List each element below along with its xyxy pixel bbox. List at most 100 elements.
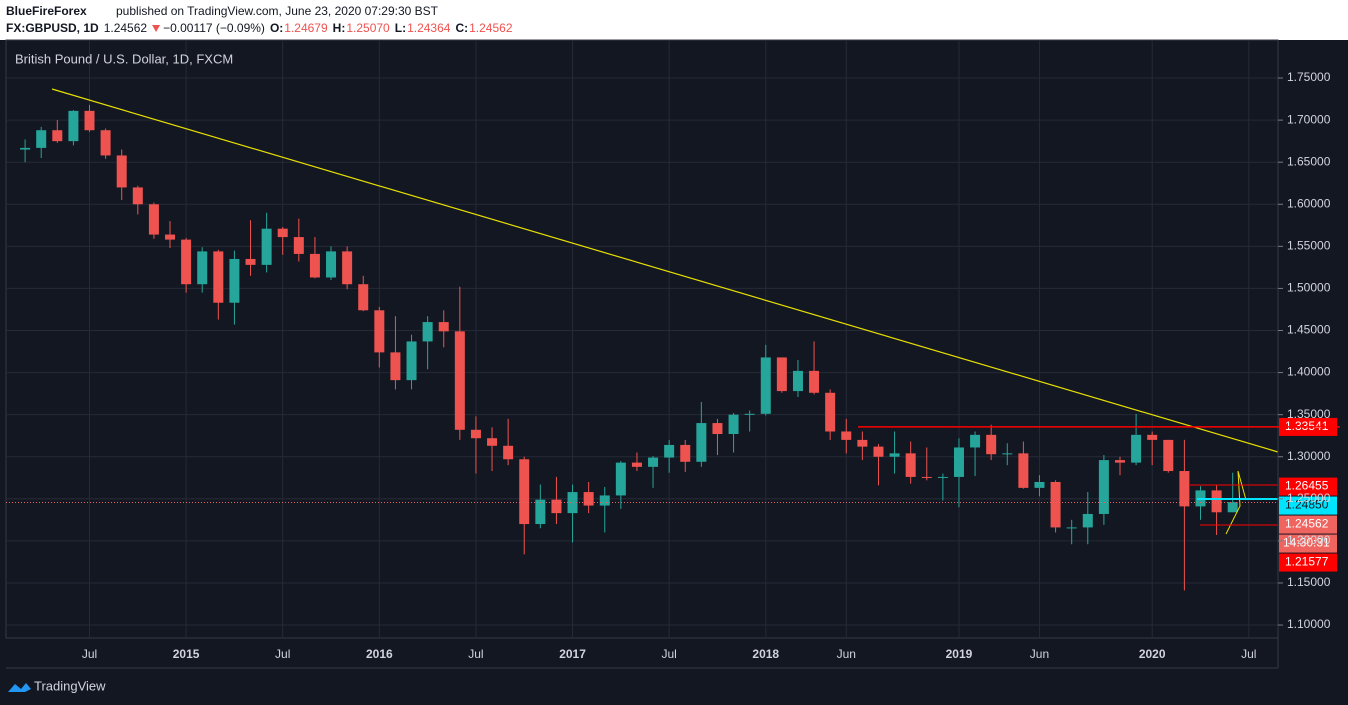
candle-body [68,110,79,142]
candle-body [52,130,63,142]
price-label: 1.21577 [1285,555,1329,569]
candle-body [487,438,498,446]
last-price: 1.24562 [104,21,148,35]
candle-body [1211,490,1222,513]
candle-body [1002,453,1013,455]
y-tick-label: 1.35000 [1287,407,1331,421]
y-tick-label: 1.50000 [1287,281,1331,295]
candle-body [1082,513,1093,528]
ohlc-value: 1.25070 [346,21,390,35]
x-tick-label: Jul [1241,647,1256,661]
price-label: 1.26455 [1285,479,1329,493]
down-arrow [152,25,161,32]
ohlc-label: C: [455,21,468,35]
published: published on TradingView.com, June 23, 2… [116,4,439,18]
candle-body [1050,481,1061,528]
candle-body [631,462,642,467]
y-tick-label: 1.75000 [1287,70,1331,84]
candle-body [1114,460,1125,463]
ohlc-label: L: [395,21,406,35]
candle-body [342,251,353,285]
candle-body [36,130,47,148]
candle-body [245,258,256,265]
y-tick-label: 1.55000 [1287,239,1331,253]
candle-body [905,453,916,477]
x-tick-label: Jul [82,647,97,661]
candle-body [792,370,803,392]
y-tick-label: 1.40000 [1287,365,1331,379]
candle-body [358,284,369,311]
price-label-bg [1279,553,1337,572]
candle-body [599,495,610,506]
candle-body [841,431,852,440]
x-tick-label: 2018 [752,647,779,661]
countdown: 14:30:31 [1283,536,1330,550]
ohlc-label: O: [270,21,283,35]
candle-body [100,130,111,156]
symbol: FX:GBPUSD, 1D [6,21,99,35]
y-tick-label: 1.25000 [1287,491,1331,505]
candle-body [148,204,159,235]
candle-body [889,453,900,457]
candle-body [712,423,723,435]
candle-body [857,439,868,447]
y-tick-label: 1.20000 [1287,533,1331,547]
x-tick-label: 2015 [173,647,200,661]
candle-body [309,253,320,278]
candle-body [277,228,288,238]
x-tick-label: 2020 [1139,647,1166,661]
candle-body [970,434,981,448]
x-tick-label: Jul [275,647,290,661]
trend-line [51,88,1279,453]
price-labels: 1.33541 1.26455 1.24850 1.24562 14:30:31 1.21… [1279,417,1337,572]
candle-body [937,476,948,478]
candle-body [1018,453,1029,488]
candle-body [503,445,514,460]
symbol-line: FX:GBPUSD, 1D 1.24562 −0.00117 (−0.09%) O: 1… [6,21,513,35]
y-tick-label: 1.10000 [1287,617,1331,631]
price-label-bg [1279,515,1337,534]
candle-body [165,234,176,240]
chart-title: British Pound / U.S. Dollar, 1D, FXCM [15,51,233,66]
x-tick-label: 2016 [366,647,393,661]
price-label: 1.33541 [1285,419,1329,433]
price-label-bg [1279,477,1337,496]
ohlc-value: 1.24562 [469,21,513,35]
candle-body [454,331,465,430]
candle-body [390,352,401,381]
candle-body [680,444,691,462]
candle-body [809,370,820,393]
y-tick-label: 1.45000 [1287,323,1331,337]
ohlc-label: H: [333,21,346,35]
candle-body [1066,527,1077,529]
grid [6,40,1278,638]
candle-body [293,237,304,254]
change: −0.00117 (−0.09%) [163,21,265,35]
plot-frame [5,39,1279,639]
candle-body [1098,460,1109,514]
candle-body [181,239,192,285]
candle-body [438,322,449,332]
y-tick-label: 1.15000 [1287,575,1331,589]
author: BlueFireForex [6,4,87,18]
x-tick-label: Jun [1030,647,1049,661]
candle-body [197,251,208,285]
candle-body [519,459,530,525]
x-tick-label: Jun [837,647,856,661]
candle-body [374,310,385,353]
candle-body [615,462,626,496]
candle-body [535,499,546,525]
y-tick-label: 1.30000 [1287,449,1331,463]
candle-body [825,392,836,432]
candle-body [1147,434,1158,440]
candle-body [20,147,31,150]
candle-body [921,476,932,478]
y-tick-label: 1.65000 [1287,154,1331,168]
candle-body [953,447,964,477]
candle-body [1227,502,1238,513]
candle-body [744,413,755,415]
y-tick-label: 1.60000 [1287,196,1331,210]
price-label-bg [1279,496,1337,515]
candle-body [648,457,659,467]
